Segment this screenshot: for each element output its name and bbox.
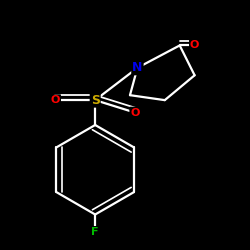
Text: O: O: [190, 40, 199, 50]
Text: F: F: [92, 227, 99, 237]
Text: O: O: [51, 95, 60, 105]
Text: O: O: [130, 108, 140, 118]
Text: N: N: [132, 61, 142, 74]
Text: S: S: [91, 94, 100, 107]
